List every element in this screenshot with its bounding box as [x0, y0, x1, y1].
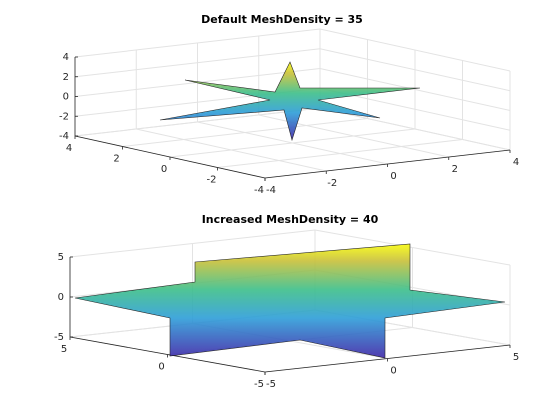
x-tick-label: -4 — [266, 185, 276, 196]
z-tick-label: -4 — [59, 131, 69, 142]
x-tick-label: 0 — [390, 366, 396, 377]
grid-line — [319, 68, 511, 111]
grid-line — [74, 28, 321, 58]
grid-line — [319, 107, 511, 151]
y-tick-label: 0 — [158, 362, 164, 373]
x-tick-label: 2 — [452, 164, 458, 175]
y-tick-label: -4 — [254, 185, 264, 196]
grid-line — [314, 229, 511, 266]
y-tick-label: 5 — [61, 344, 67, 355]
y-tick-label: 4 — [66, 143, 72, 154]
z-tick-label: 2 — [63, 72, 69, 83]
surface — [74, 243, 506, 359]
x-tick-label: 0 — [390, 171, 396, 182]
z-tick-label: -2 — [59, 111, 69, 122]
z-tick-label: 4 — [63, 52, 69, 63]
grid-line — [319, 48, 511, 92]
x-tick-label: -2 — [327, 178, 337, 189]
y-tick-label: 2 — [113, 154, 119, 165]
chart-title: Default MeshDensity = 35 — [201, 13, 363, 26]
y-tick-label: -5 — [254, 379, 264, 390]
grid-line — [169, 128, 416, 158]
grid-line — [122, 118, 368, 147]
z-tick-label: -5 — [54, 332, 64, 343]
z-tick-label: 0 — [58, 292, 64, 303]
x-tick-label: -5 — [266, 379, 276, 390]
z-tick-label: 5 — [58, 252, 64, 263]
surface — [159, 61, 421, 142]
x-tick-label: 5 — [513, 352, 519, 363]
x-tick-label: 4 — [513, 157, 519, 168]
chart-title: Increased MeshDensity = 40 — [202, 213, 379, 226]
y-tick-label: 0 — [161, 164, 167, 175]
grid-line — [217, 139, 463, 168]
grid-line — [74, 48, 321, 78]
y-tick-label: -2 — [207, 175, 217, 186]
z-tick-label: 0 — [63, 92, 69, 103]
grid-line — [74, 107, 321, 137]
grid-line — [69, 229, 316, 258]
grid-line — [319, 28, 511, 72]
